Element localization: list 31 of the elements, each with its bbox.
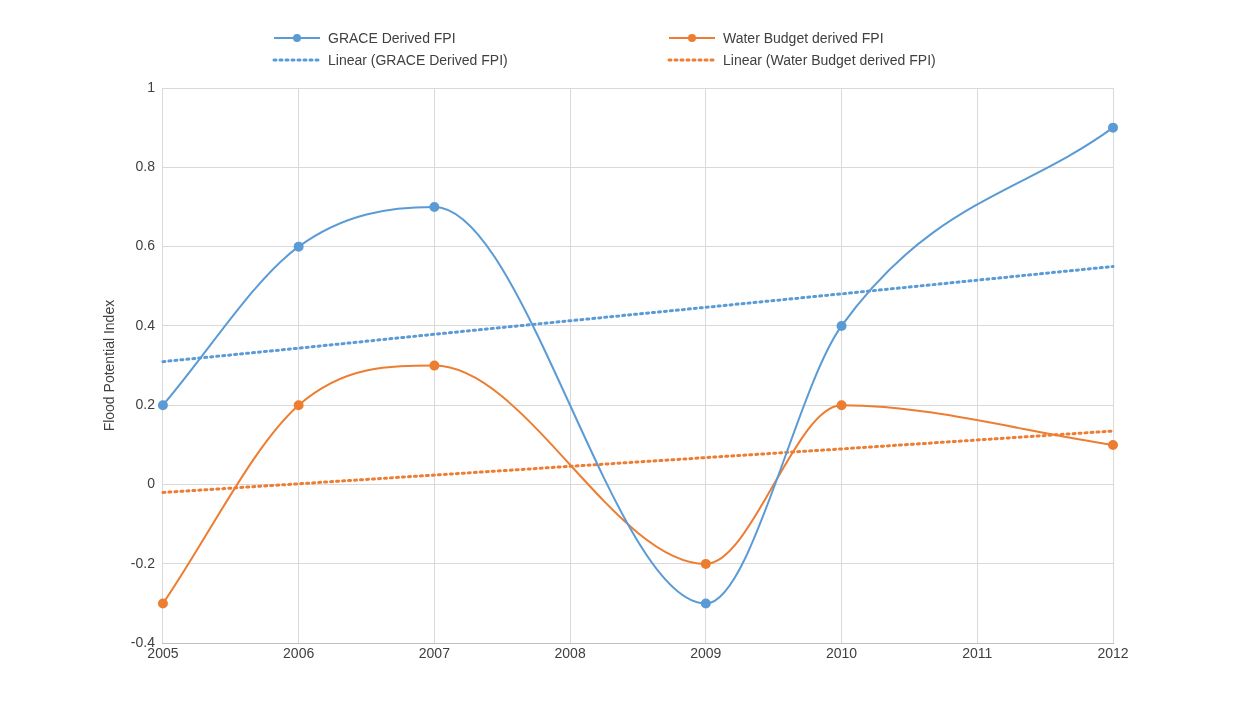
point (429, 360, 440, 371)
y-axis-title: Flood Potential Index (101, 299, 118, 432)
x-tick-label: 2006 (283, 645, 315, 662)
legend-label: Water Budget derived FPI (723, 30, 884, 46)
x-tick-label: 2007 (418, 645, 451, 662)
x-tick-label: 2011 (962, 645, 993, 662)
point (700, 598, 711, 609)
y-tick-label: 0.4 (135, 316, 156, 333)
point (1108, 122, 1118, 133)
y-tick-label: 0 (147, 475, 156, 492)
y-tick-label: -0.2 (130, 554, 156, 571)
point (429, 201, 440, 212)
point (700, 558, 711, 569)
point (1108, 439, 1118, 450)
x-tick-label: 2009 (690, 645, 722, 662)
y-tick-label: 1 (147, 78, 156, 95)
x-tick-label: 2012 (1097, 645, 1129, 662)
y-tick-label: 0.8 (135, 158, 156, 175)
y-tick-label: 0.2 (135, 396, 156, 413)
point (836, 320, 847, 331)
y-tick-label: 0.6 (135, 237, 156, 254)
legend-label: GRACE Derived FPI (328, 30, 456, 46)
point (157, 400, 168, 411)
legend-label: Linear (GRACE Derived FPI) (328, 52, 508, 68)
point (293, 400, 304, 411)
point (157, 598, 168, 609)
x-tick-label: 2010 (825, 645, 858, 662)
point (293, 241, 304, 252)
point (836, 400, 847, 411)
legend-label: Linear (Water Budget derived FPI) (723, 52, 936, 68)
x-tick-label: 2008 (554, 645, 586, 662)
